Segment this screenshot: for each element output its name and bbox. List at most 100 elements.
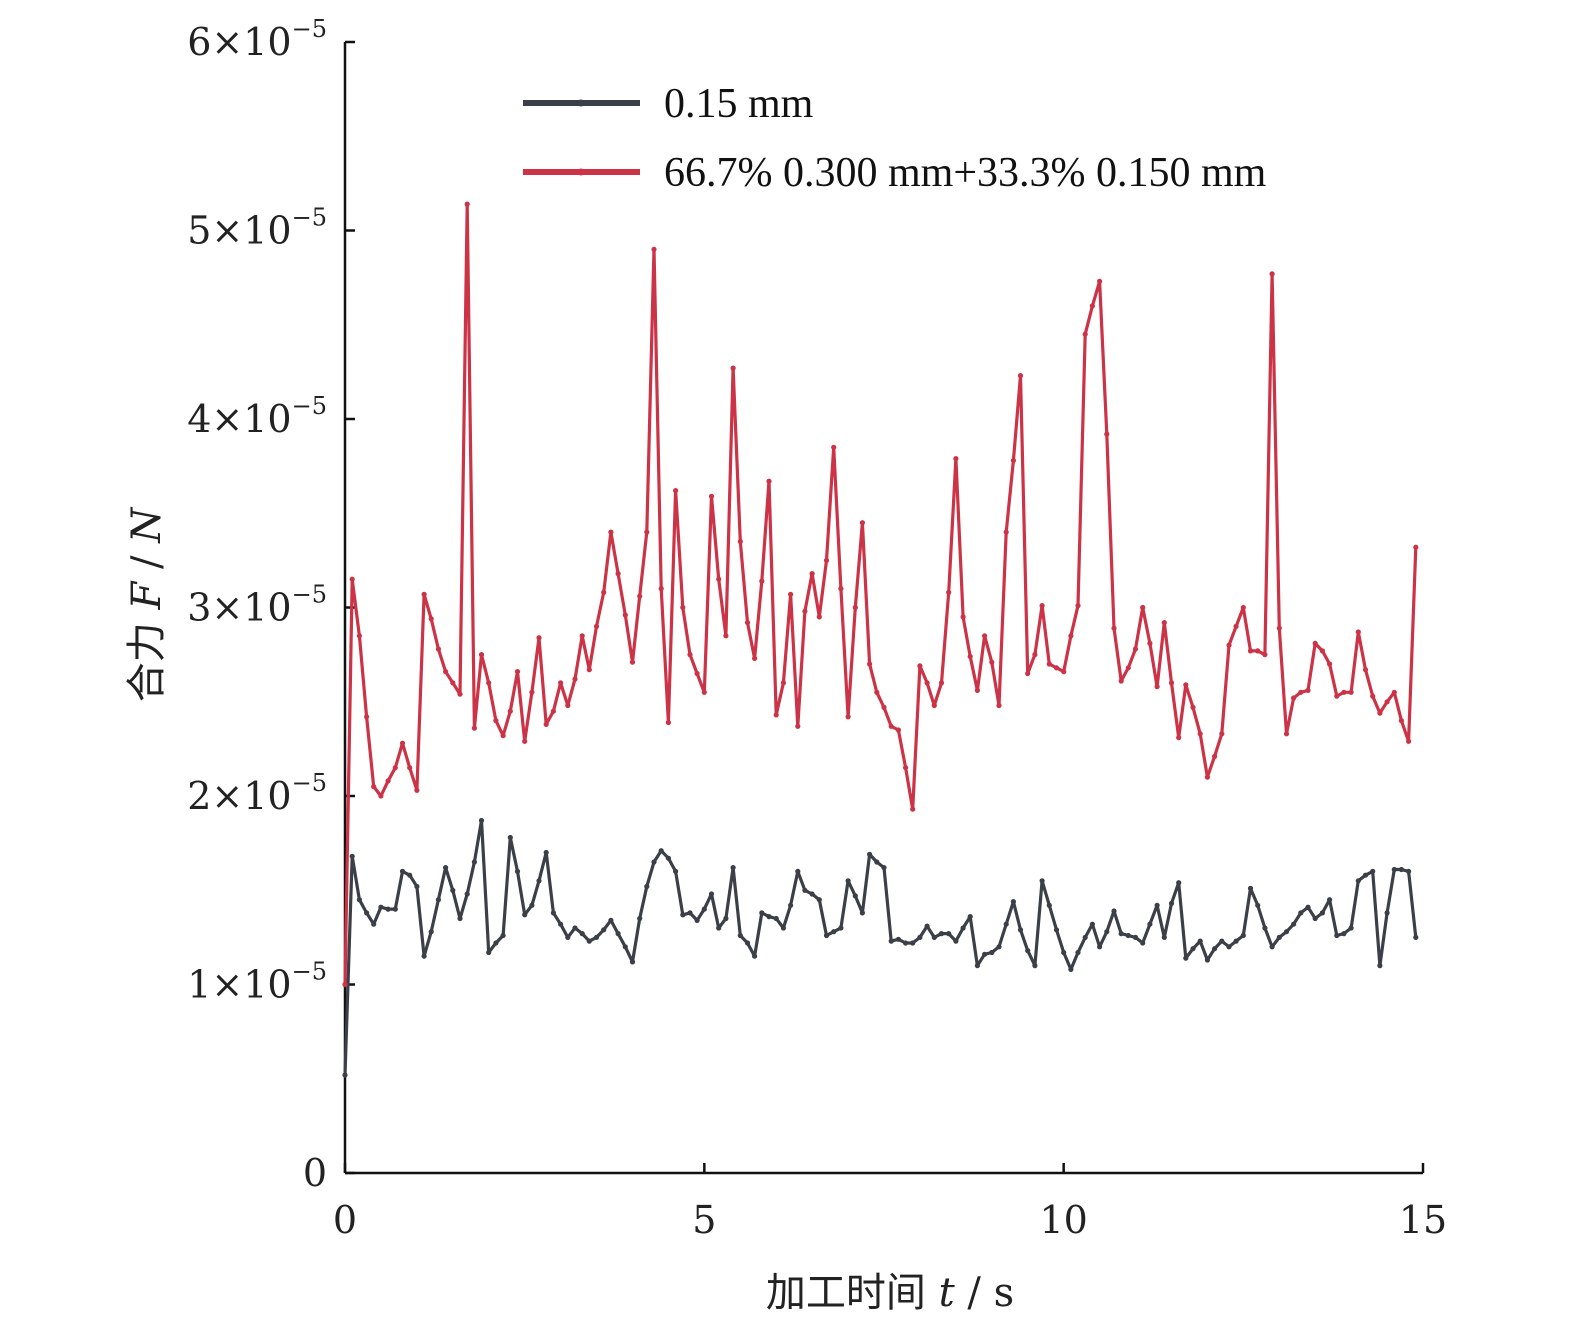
data-point [342,1072,348,1078]
data-point [1161,934,1167,941]
y-tick-exponent: −5 [292,581,327,609]
data-point [1025,948,1031,954]
data-point [1355,878,1361,884]
data-point [917,663,923,669]
y-tick-mantissa: 4×10 [187,397,291,441]
data-point [852,893,858,899]
data-point [629,659,636,665]
data-point [816,614,822,620]
data-point [622,612,628,618]
data-point [996,702,1002,709]
y-axis-title-text: 合力 [124,622,170,702]
data-point [464,201,470,207]
data-point [371,784,377,790]
x-axis-title-unit: / s [955,1270,1014,1316]
data-point [1262,652,1268,658]
data-point [1348,925,1354,931]
data-point [1305,687,1311,694]
data-point [960,614,966,620]
data-point [723,915,729,922]
data-point [1032,963,1038,969]
y-tick-label: 0 [303,1151,327,1195]
data-point [1255,648,1261,654]
data-point [1089,921,1095,927]
data-point [601,589,607,596]
data-point [1147,921,1153,927]
y-tick-label: 1×10−5 [187,958,327,1007]
y-tick-label: 6×10−5 [187,15,327,64]
data-point [716,576,722,582]
data-point [428,616,434,622]
data-point [795,723,801,729]
data-point [903,765,909,771]
data-point [593,934,600,941]
data-point [788,591,794,597]
data-point [1413,544,1419,550]
data-point [852,604,858,611]
data-point [888,938,894,944]
data-point [895,936,902,942]
data-point [644,529,650,535]
data-point [629,959,636,965]
data-point [780,925,787,931]
data-point [859,910,866,916]
data-point [342,981,348,988]
data-point [493,940,499,946]
data-point [1039,603,1045,609]
y-tick-exponent: −5 [292,958,327,986]
data-point [407,765,413,771]
data-point [558,680,564,686]
y-tick-mantissa: 6×10 [187,20,291,64]
data-point [1161,620,1167,626]
data-point [536,635,542,641]
data-point [615,571,621,577]
data-point [859,520,866,526]
data-point [1233,938,1239,944]
data-point [708,493,715,499]
x-axis-title: 加工时间 t / s [766,1270,1014,1316]
data-point [1298,910,1304,916]
data-point [565,934,571,941]
data-point [450,680,456,686]
data-point [1132,934,1139,941]
legend: 0.15 mm 66.7% 0.300 mm+33.3% 0.150 mm [523,81,1267,196]
legend-label-1: 66.7% 0.300 mm+33.3% 0.150 mm [664,150,1267,196]
data-point [974,687,981,694]
data-point [759,578,765,584]
data-point [967,914,973,920]
data-point [744,940,751,946]
data-point [730,865,736,871]
data-point [1226,944,1232,950]
data-point [1398,866,1404,873]
data-point [802,887,808,893]
data-point [1262,925,1268,931]
data-point [730,365,736,371]
x-tick-label: 0 [333,1198,357,1242]
y-tick-exponent: −5 [292,769,327,797]
data-point [823,932,830,939]
data-point [608,529,614,535]
data-point [1003,921,1009,927]
data-point [514,669,521,675]
data-point [1140,940,1146,946]
data-point [773,712,779,718]
data-point [457,691,463,697]
y-tick-mantissa: 0 [303,1151,327,1195]
data-point [593,623,600,630]
y-tick-mantissa: 2×10 [187,774,291,818]
data-point [752,655,758,662]
data-point [378,793,384,799]
series-line-0 [343,818,1418,1076]
data-point [1312,640,1318,646]
data-point [1384,910,1390,916]
data-point [1118,678,1124,684]
data-point [888,723,894,729]
data-point [687,910,693,916]
data-point [1097,944,1103,950]
data-point [1132,646,1139,652]
data-point [924,923,930,929]
data-point [356,633,362,639]
data-point [364,910,370,916]
data-point [946,931,952,937]
data-point [378,904,384,910]
